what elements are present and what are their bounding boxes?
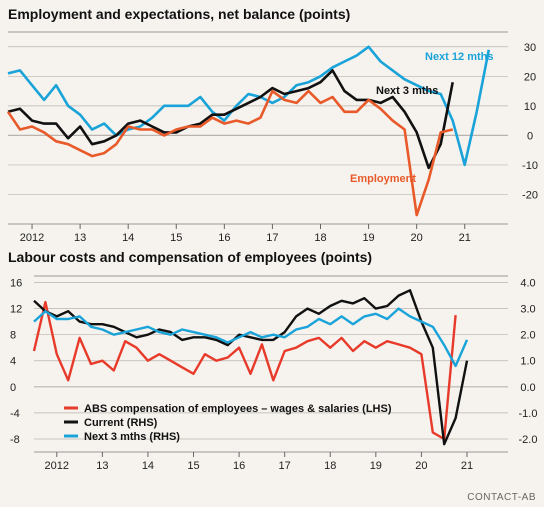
x-tick-label: 15 bbox=[187, 460, 199, 472]
y-tick-label-left: 8 bbox=[10, 330, 16, 342]
x-tick-label: 2012 bbox=[20, 232, 44, 244]
series-line-current bbox=[33, 289, 469, 446]
legend-label: ABS compensation of employees – wages & … bbox=[84, 403, 392, 415]
y-tick-label-right: 3.0 bbox=[520, 304, 535, 316]
x-tick-label: 13 bbox=[74, 232, 86, 244]
y-tick-label-left: 0 bbox=[10, 382, 16, 394]
x-tick-label: 13 bbox=[96, 460, 108, 472]
y-tick-label-right: -2.0 bbox=[519, 434, 538, 446]
x-tick-label: 17 bbox=[266, 232, 278, 244]
y-tick-label: 20 bbox=[524, 71, 536, 83]
series-line-next3_rhs bbox=[33, 307, 469, 368]
y-tick-label-left: 12 bbox=[10, 304, 22, 316]
x-tick-label: 14 bbox=[142, 460, 154, 472]
x-tick-label: 17 bbox=[279, 460, 291, 472]
legend-label: Next 3 mths (RHS) bbox=[84, 431, 180, 443]
series-line-abs bbox=[32, 300, 457, 441]
x-tick-label: 20 bbox=[411, 232, 423, 244]
y-tick-label: -20 bbox=[522, 189, 538, 201]
y-tick-label-left: 16 bbox=[10, 278, 22, 290]
y-tick-label: 10 bbox=[524, 101, 536, 113]
y-tick-label-right: 2.0 bbox=[520, 330, 535, 342]
x-tick-label: 14 bbox=[122, 232, 134, 244]
label-next-12-mths: Next 12 mths bbox=[425, 51, 493, 63]
label-employment: Employment bbox=[350, 173, 416, 185]
x-tick-label: 18 bbox=[324, 460, 336, 472]
y-tick-label-right: 4.0 bbox=[520, 278, 535, 290]
x-tick-label: 16 bbox=[233, 460, 245, 472]
chart-title-labour-costs: Labour costs and compensation of employe… bbox=[8, 249, 373, 265]
x-tick-label: 15 bbox=[170, 232, 182, 244]
y-tick-label-right: 1.0 bbox=[520, 356, 535, 368]
x-tick-label: 21 bbox=[461, 460, 473, 472]
y-tick-label: 0 bbox=[527, 130, 533, 142]
y-tick-label-left: -4 bbox=[10, 408, 20, 420]
series-line-next12 bbox=[7, 45, 491, 167]
source-credit: CONTACT-AB bbox=[467, 492, 536, 503]
chart-labour-costs: 16 4.0 12 3.0 8 2.0 4 1.0 0 0.0 -4 -1.0 -8 -2.0 2012 13… bbox=[10, 275, 538, 472]
x-tick-label: 21 bbox=[459, 232, 471, 244]
x-tick-label: 2012 bbox=[45, 460, 69, 472]
chart-title-employment: Employment and expectations, net balance… bbox=[8, 6, 351, 22]
x-tick-label: 19 bbox=[362, 232, 374, 244]
series-line-next3 bbox=[7, 69, 454, 170]
series-line-employment bbox=[6, 89, 454, 217]
label-next-3-mths: Next 3 mths bbox=[376, 85, 438, 97]
x-tick-label: 16 bbox=[218, 232, 230, 244]
legend-label: Current (RHS) bbox=[84, 417, 158, 429]
x-tick-label: 20 bbox=[415, 460, 427, 472]
y-tick-label: -10 bbox=[522, 160, 538, 172]
y-tick-label-left: 4 bbox=[10, 356, 16, 368]
x-tick-label: 18 bbox=[314, 232, 326, 244]
y-tick-label-left: -8 bbox=[10, 434, 20, 446]
y-tick-label-right: 0.0 bbox=[520, 382, 535, 394]
x-tick-label: 19 bbox=[370, 460, 382, 472]
y-tick-label-right: -1.0 bbox=[519, 408, 538, 420]
chart-employment-expectations: 30 20 10 0 -10 -20 2012 13 14 15 16 17 18 19 20 21 Next … bbox=[6, 31, 538, 244]
y-tick-label: 30 bbox=[524, 42, 536, 54]
